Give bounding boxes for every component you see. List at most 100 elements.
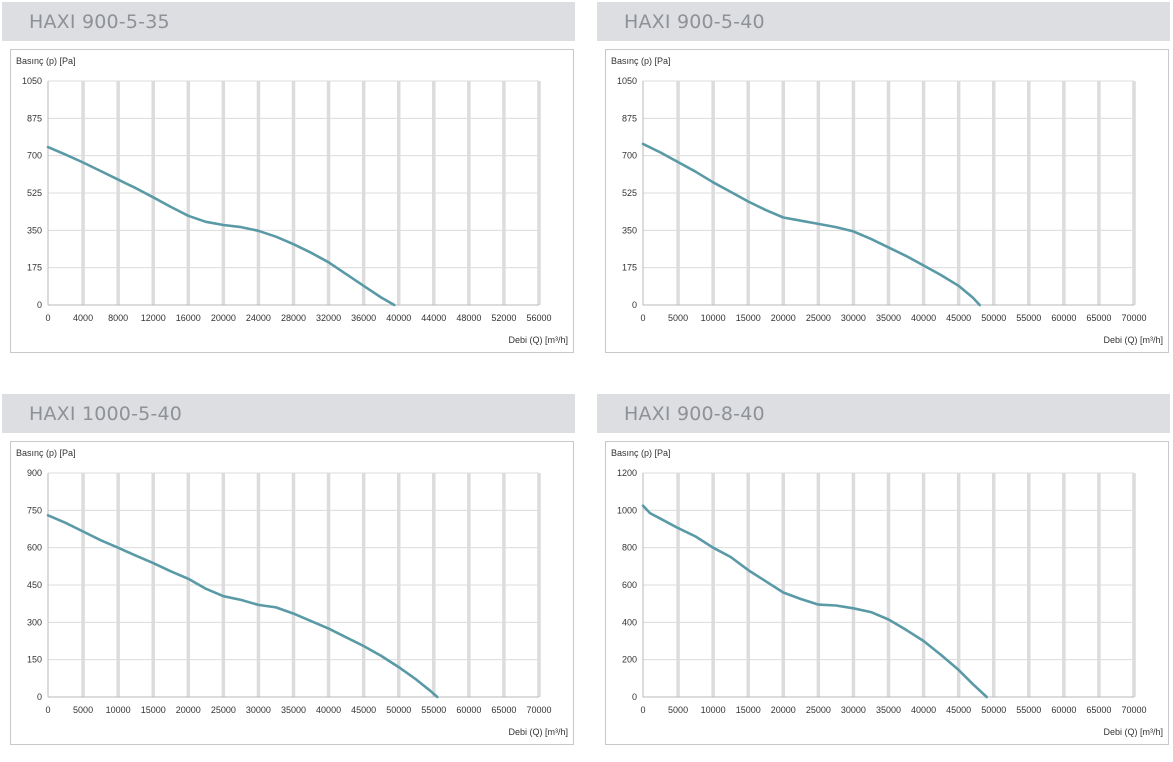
y-tick-label: 1200 <box>617 468 637 478</box>
chart-title: HAXI 900-8-40 <box>624 403 765 425</box>
x-tick-label: 15000 <box>736 313 761 323</box>
y-tick-label: 875 <box>622 113 637 123</box>
x-tick-label: 5000 <box>668 313 688 323</box>
chart-panel-4: HAXI 900-8-40 0 200 400 600 800 1000 1200 0 5000… <box>597 394 1172 754</box>
x-axis-label: Debi (Q) [m³/h] <box>1103 335 1163 345</box>
x-tick-label: 35000 <box>281 705 306 715</box>
x-tick-label: 70000 <box>526 705 551 715</box>
chart-header: HAXI 900-5-40 <box>597 2 1170 41</box>
x-axis-label: Debi (Q) [m³/h] <box>508 727 568 737</box>
x-tick-label: 55000 <box>1016 313 1041 323</box>
y-axis-label: Basınç (p) [Pa] <box>16 448 76 458</box>
chart-svg: 0 175 350 525 700 875 1050 0 5000 10000 15000 20000… <box>611 56 1163 345</box>
x-tick-label: 20000 <box>176 705 201 715</box>
x-axis-label: Debi (Q) [m³/h] <box>508 335 568 345</box>
chart-panel-3: HAXI 1000-5-40 0 150 300 450 600 750 900 0 5000 1… <box>2 394 577 754</box>
y-tick-label: 525 <box>622 188 637 198</box>
x-tick-label: 32000 <box>316 313 341 323</box>
x-tick-label: 25000 <box>211 705 236 715</box>
x-tick-label: 65000 <box>1086 313 1111 323</box>
x-tick-label: 60000 <box>1051 313 1076 323</box>
x-tick-label: 20000 <box>771 705 796 715</box>
y-tick-label: 0 <box>632 692 637 702</box>
chart-header: HAXI 1000-5-40 <box>2 394 575 433</box>
x-tick-label: 30000 <box>841 705 866 715</box>
series-line <box>46 514 439 699</box>
x-tick-label: 20000 <box>211 313 236 323</box>
y-tick-label: 400 <box>622 617 637 627</box>
y-tick-label: 1050 <box>617 76 637 86</box>
y-axis-label: Basınç (p) [Pa] <box>16 56 76 66</box>
y-tick-label: 0 <box>37 300 42 310</box>
x-tick-label: 12000 <box>141 313 166 323</box>
chart-svg: 0 150 300 450 600 750 900 0 5000 10000 15000 20000 2… <box>16 448 568 737</box>
y-tick-label: 0 <box>37 692 42 702</box>
y-tick-label: 700 <box>27 151 42 161</box>
series-line <box>46 145 396 307</box>
x-tick-label: 70000 <box>1121 313 1146 323</box>
x-tick-label: 36000 <box>351 313 376 323</box>
x-tick-label: 8000 <box>108 313 128 323</box>
y-axis-label: Basınç (p) [Pa] <box>611 56 671 66</box>
x-tick-label: 5000 <box>668 705 688 715</box>
y-tick-label: 875 <box>27 113 42 123</box>
x-tick-label: 20000 <box>771 313 796 323</box>
series-line <box>641 504 988 699</box>
x-tick-label: 70000 <box>1121 705 1146 715</box>
x-tick-label: 55000 <box>1016 705 1041 715</box>
y-tick-label: 200 <box>622 655 637 665</box>
x-tick-label: 56000 <box>526 313 551 323</box>
chart-panel-1: HAXI 900-5-35 0 175 350 525 700 875 1050 0 4000 8… <box>2 2 577 362</box>
x-tick-label: 48000 <box>456 313 481 323</box>
x-tick-label: 5000 <box>73 705 93 715</box>
y-tick-label: 1050 <box>22 76 42 86</box>
chart-title: HAXI 900-5-40 <box>624 11 765 33</box>
x-tick-label: 40000 <box>911 705 936 715</box>
x-tick-label: 10000 <box>106 705 131 715</box>
y-tick-label: 600 <box>622 580 637 590</box>
x-tick-label: 10000 <box>701 705 726 715</box>
y-tick-label: 350 <box>27 225 42 235</box>
x-tick-label: 40000 <box>911 313 936 323</box>
y-tick-label: 175 <box>622 263 637 273</box>
x-tick-label: 28000 <box>281 313 306 323</box>
x-tick-label: 60000 <box>456 705 481 715</box>
x-tick-label: 55000 <box>421 705 446 715</box>
chart-header: HAXI 900-5-35 <box>2 2 575 41</box>
x-tick-label: 60000 <box>1051 705 1076 715</box>
x-axis-label: Debi (Q) [m³/h] <box>1103 727 1163 737</box>
x-tick-label: 10000 <box>701 313 726 323</box>
chart-panel-2: HAXI 900-5-40 0 175 350 525 700 875 1050 0 5000 1… <box>597 2 1172 362</box>
y-tick-label: 350 <box>622 225 637 235</box>
x-tick-label: 45000 <box>946 705 971 715</box>
x-tick-label: 25000 <box>806 313 831 323</box>
x-tick-label: 45000 <box>351 705 376 715</box>
x-tick-label: 0 <box>640 705 645 715</box>
x-tick-label: 30000 <box>246 705 271 715</box>
x-tick-label: 0 <box>640 313 645 323</box>
chart-svg: 0 200 400 600 800 1000 1200 0 5000 10000 15000 2000… <box>611 448 1163 737</box>
y-tick-label: 600 <box>27 543 42 553</box>
y-tick-label: 1000 <box>617 505 637 515</box>
x-tick-label: 4000 <box>73 313 93 323</box>
x-tick-label: 35000 <box>876 313 901 323</box>
x-tick-label: 15000 <box>736 705 761 715</box>
y-tick-label: 175 <box>27 263 42 273</box>
y-tick-label: 150 <box>27 655 42 665</box>
x-tick-label: 45000 <box>946 313 971 323</box>
x-tick-label: 52000 <box>491 313 516 323</box>
y-tick-label: 450 <box>27 580 42 590</box>
x-tick-label: 15000 <box>141 705 166 715</box>
y-tick-label: 700 <box>622 151 637 161</box>
series-line <box>641 142 981 307</box>
x-tick-label: 40000 <box>316 705 341 715</box>
x-tick-label: 35000 <box>876 705 901 715</box>
y-tick-label: 800 <box>622 543 637 553</box>
y-tick-label: 0 <box>632 300 637 310</box>
chart-svg: 0 175 350 525 700 875 1050 0 4000 8000 12000 16000 2… <box>16 56 568 345</box>
chart-title: HAXI 1000-5-40 <box>29 403 183 425</box>
chart-title: HAXI 900-5-35 <box>29 11 170 33</box>
x-tick-label: 50000 <box>981 705 1006 715</box>
x-tick-label: 24000 <box>246 313 271 323</box>
x-tick-label: 0 <box>45 313 50 323</box>
